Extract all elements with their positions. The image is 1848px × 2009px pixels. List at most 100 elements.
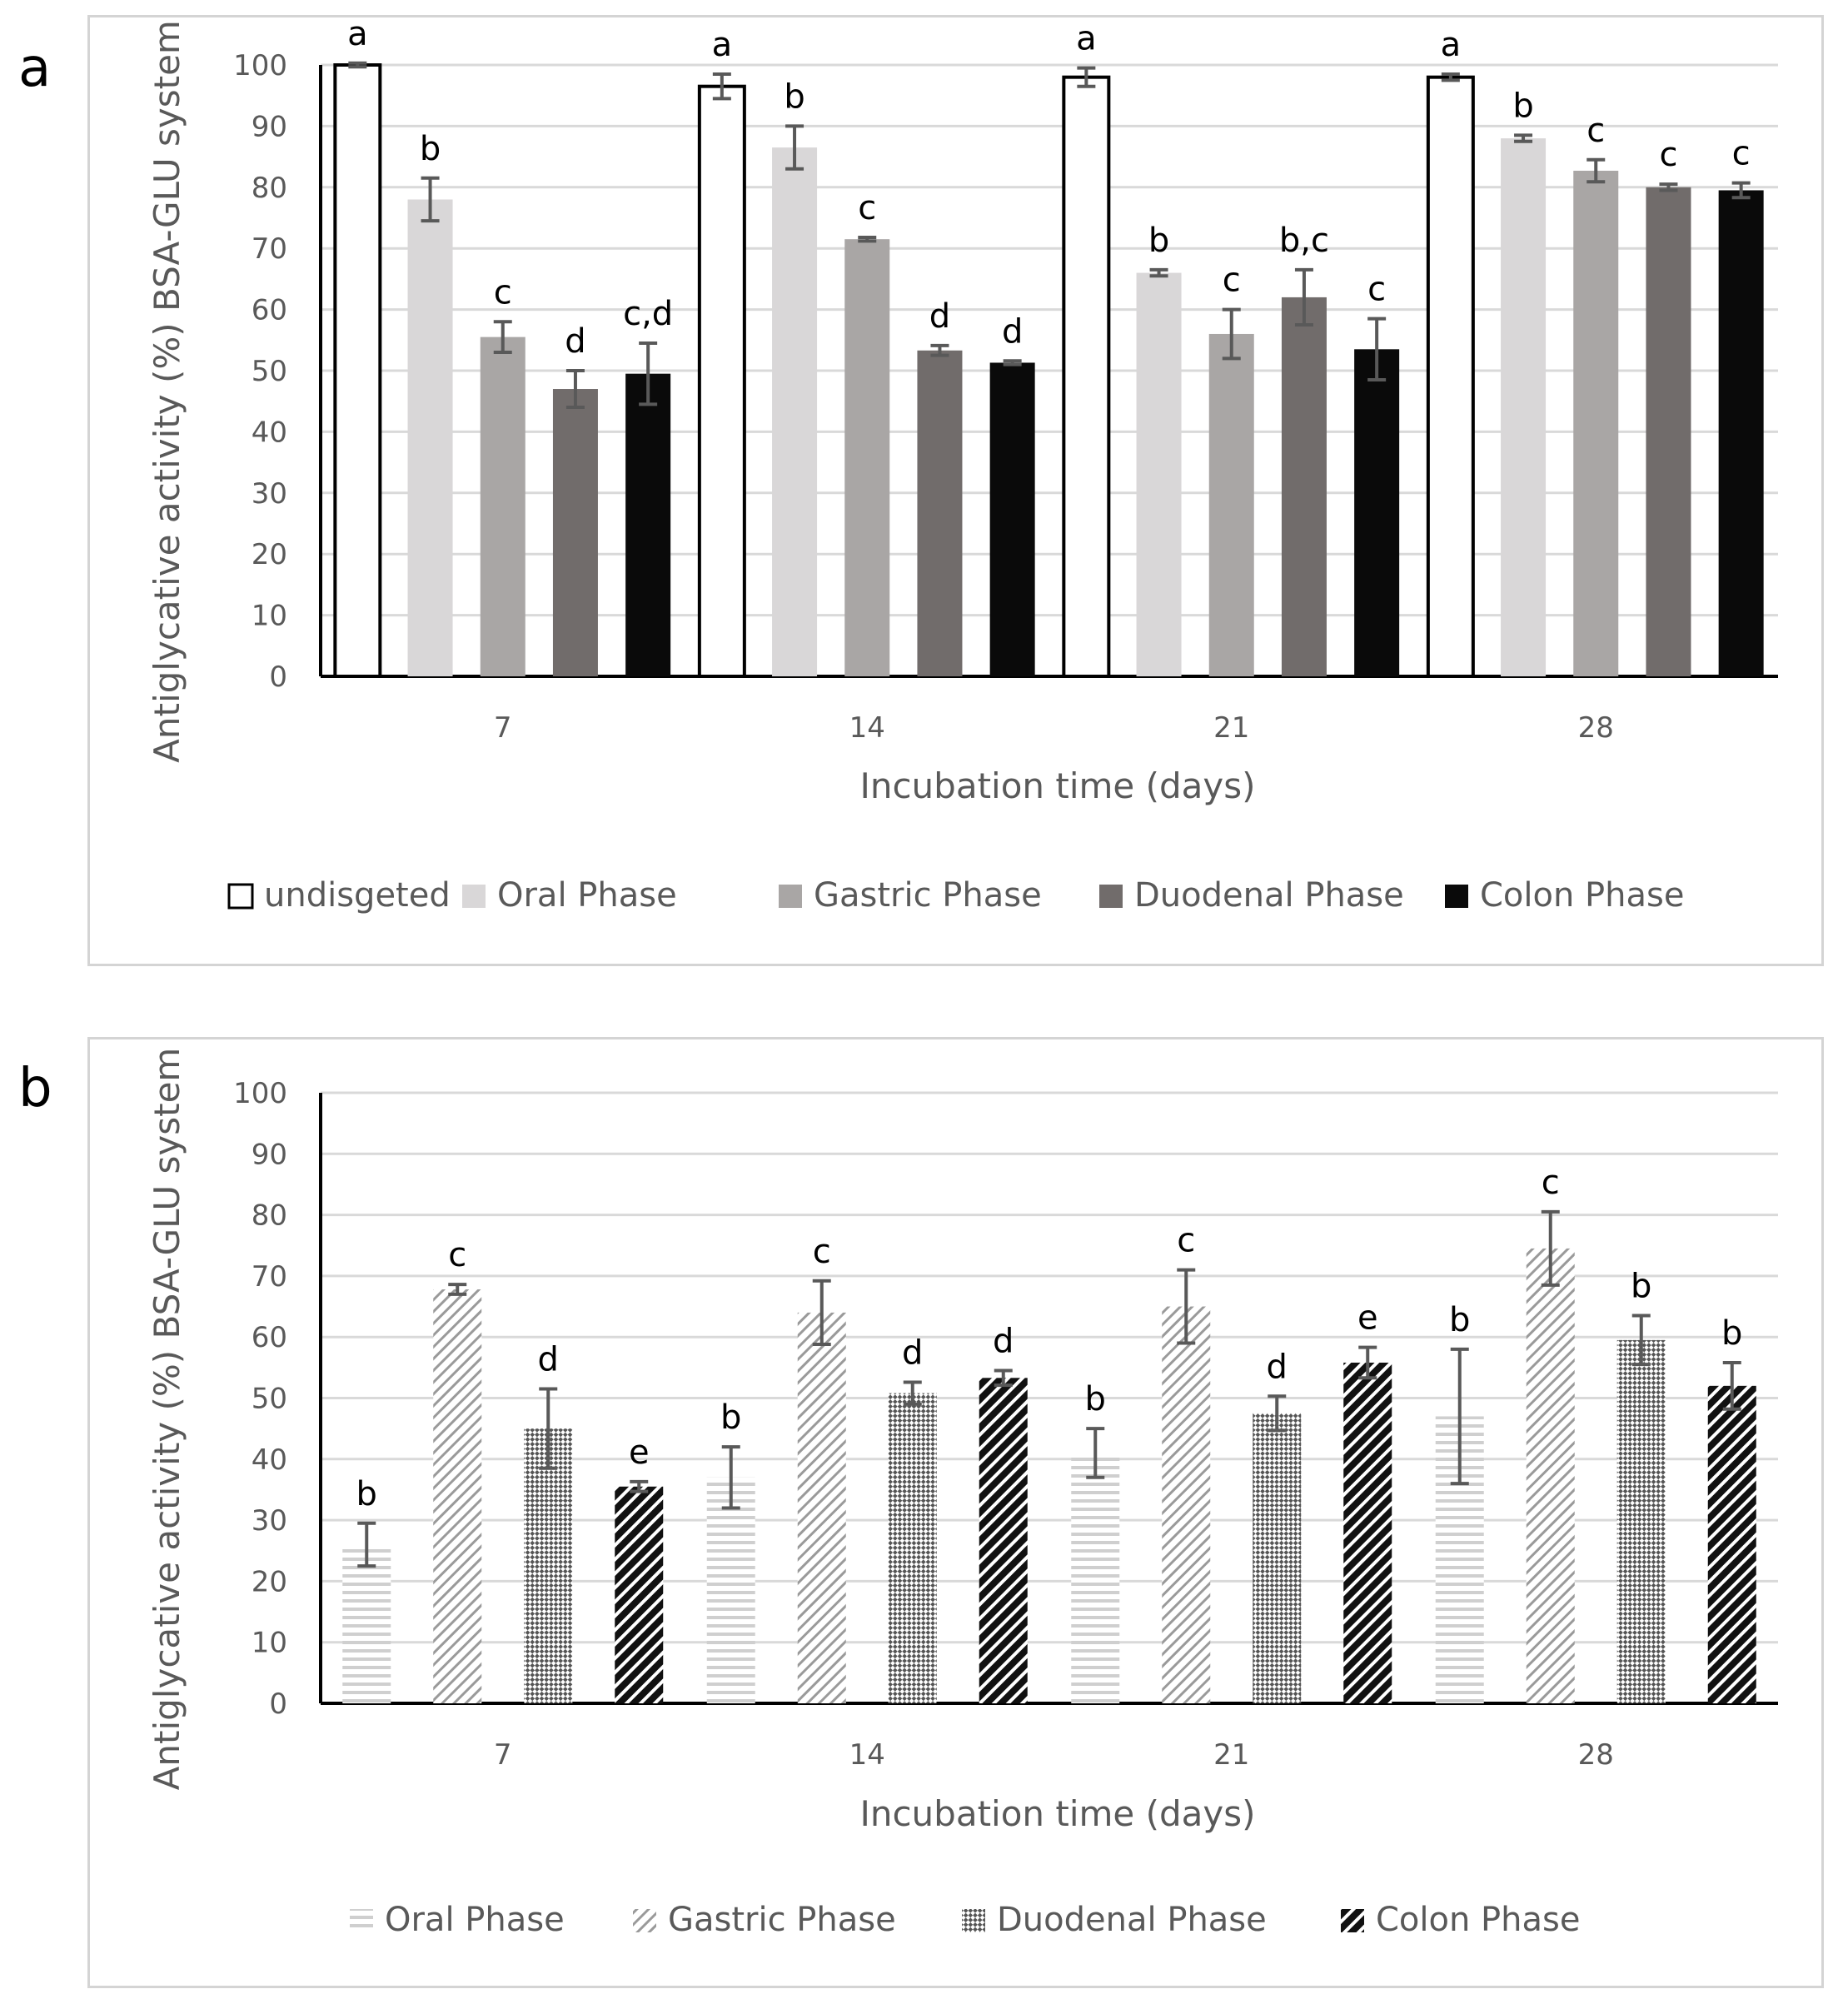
panel-b-letter: b bbox=[18, 1058, 52, 1119]
chart-a-y-tick-label: 90 bbox=[252, 110, 287, 143]
chart-a-significance-label: c bbox=[1367, 271, 1386, 309]
chart-a-significance-label: b bbox=[1148, 222, 1169, 260]
chart-b-bar-gastric-phase bbox=[797, 1312, 846, 1703]
chart-a-y-axis-title: Antiglycative activity (%) BSA-GLU syste… bbox=[147, 20, 187, 763]
chart-b-x-tick-label: 14 bbox=[849, 1738, 885, 1772]
chart-a-legend-label: Colon Phase bbox=[1480, 876, 1685, 915]
chart-b-x-tick-label: 21 bbox=[1213, 1738, 1249, 1772]
chart-b-legend-swatch bbox=[350, 1909, 373, 1932]
chart-a-legend-label: Gastric Phase bbox=[814, 876, 1042, 915]
chart-a-bar-colon-phase bbox=[1354, 349, 1400, 676]
chart-a-y-tick-label: 40 bbox=[252, 416, 287, 449]
chart-a-y-tick-label: 60 bbox=[252, 294, 287, 327]
chart-b-y-tick-label: 80 bbox=[252, 1199, 287, 1233]
chart-a-bar-duodenal-phase bbox=[917, 350, 963, 676]
chart-a-significance-label: c bbox=[1586, 112, 1605, 150]
chart-b-bar-colon-phase bbox=[979, 1378, 1028, 1703]
chart-a-bar-gastric-phase bbox=[480, 336, 526, 676]
chart-b-significance-label: b bbox=[1721, 1314, 1742, 1353]
chart-a-significance-label: c bbox=[1223, 262, 1241, 300]
chart-b-x-axis-title: Incubation time (days) bbox=[859, 1793, 1255, 1834]
chart-b-significance-label: b bbox=[1085, 1380, 1106, 1418]
chart-a-significance-label: a bbox=[1076, 20, 1097, 58]
chart-a-bar-oral-phase bbox=[1501, 138, 1547, 676]
chart-a-significance-label: b bbox=[420, 130, 441, 168]
chart-a-bar-gastric-phase bbox=[844, 239, 890, 676]
chart-b-bar-colon-phase bbox=[615, 1486, 664, 1703]
chart-b-bar-colon-phase bbox=[1343, 1362, 1392, 1703]
chart-a-legend-swatch bbox=[779, 885, 802, 908]
chart-a-x-tick-label: 21 bbox=[1213, 711, 1249, 745]
chart-a-bar-undisgeted bbox=[1426, 75, 1475, 679]
chart-a-significance-label: c bbox=[494, 273, 512, 312]
chart-b-y-tick-label: 60 bbox=[252, 1321, 287, 1354]
chart-a-legend-swatch bbox=[1445, 885, 1468, 908]
chart-a-bar-duodenal-phase bbox=[1281, 297, 1327, 676]
panel-a-letter: a bbox=[18, 37, 52, 99]
chart-a-significance-label: b bbox=[1512, 87, 1533, 125]
chart-b-y-tick-label: 90 bbox=[252, 1138, 287, 1171]
chart-a-significance-label: c bbox=[858, 189, 876, 227]
chart-a-y-tick-label: 10 bbox=[252, 600, 287, 633]
chart-a-significance-label: a bbox=[1441, 26, 1462, 64]
chart-b-significance-label: c bbox=[448, 1236, 466, 1274]
chart-b-legend-swatch bbox=[633, 1909, 656, 1932]
chart-b-legend-swatch bbox=[962, 1909, 985, 1932]
chart-a-significance-label: a bbox=[712, 26, 733, 64]
chart-a-y-tick-label: 0 bbox=[269, 661, 287, 694]
chart-b-bar-oral-phase bbox=[1071, 1453, 1120, 1703]
chart-a-y-tick-label: 80 bbox=[252, 172, 287, 205]
chart-a-legend-label: Oral Phase bbox=[497, 876, 677, 915]
chart-a-significance-label: d bbox=[565, 322, 585, 361]
chart-b-bar-oral-phase bbox=[342, 1544, 391, 1703]
chart-a-legend-swatch bbox=[462, 885, 486, 908]
chart-a-bar-undisgeted bbox=[333, 63, 382, 678]
chart-b-y-tick-label: 100 bbox=[233, 1077, 287, 1110]
chart-b-significance-label: c bbox=[1542, 1164, 1560, 1202]
chart-b-bar-duodenal-phase bbox=[524, 1428, 573, 1703]
chart-a-significance-label: d bbox=[929, 297, 950, 336]
chart-b-significance-label: b bbox=[1449, 1301, 1470, 1339]
chart-b-significance-label: c bbox=[813, 1233, 831, 1271]
chart-a-x-axis-title: Incubation time (days) bbox=[859, 765, 1255, 806]
chart-a-y-tick-label: 50 bbox=[252, 355, 287, 388]
chart-a-bar-duodenal-phase bbox=[552, 389, 598, 676]
chart-b-y-tick-label: 70 bbox=[252, 1260, 287, 1294]
chart-a-legend-label: Duodenal Phase bbox=[1134, 876, 1404, 915]
chart-a-x-tick-label: 14 bbox=[849, 711, 885, 745]
chart-b-significance-label: c bbox=[1177, 1222, 1195, 1260]
chart-a-significance-label: b bbox=[784, 77, 804, 116]
chart-b-y-tick-label: 40 bbox=[252, 1443, 287, 1477]
chart-b-significance-label: b bbox=[1631, 1268, 1651, 1306]
chart-a-bar-oral-phase bbox=[772, 147, 818, 677]
chart-a-y-tick-label: 70 bbox=[252, 232, 287, 266]
chart-b-y-axis-title: Antiglycative activity (%) BSA-GLU syste… bbox=[147, 1048, 187, 1791]
chart-b-legend-label: Oral Phase bbox=[385, 1901, 565, 1939]
chart-a-significance-label: b,c bbox=[1279, 222, 1329, 260]
chart-b-x-tick-label: 28 bbox=[1578, 1738, 1614, 1772]
chart-a-bar-gastric-phase bbox=[1208, 333, 1254, 676]
chart-a-bar-undisgeted bbox=[1062, 75, 1111, 679]
chart-a-bar-gastric-phase bbox=[1573, 170, 1619, 676]
chart-a-legend-label: undisgeted bbox=[264, 876, 451, 915]
chart-a-bar-oral-phase bbox=[1136, 272, 1182, 676]
chart-b-bar-gastric-phase bbox=[1162, 1306, 1211, 1703]
chart-b-significance-label: e bbox=[629, 1433, 650, 1472]
chart-b-bar-gastric-phase bbox=[1526, 1248, 1575, 1703]
chart-b-significance-label: d bbox=[993, 1323, 1014, 1361]
chart-b-significance-label: e bbox=[1357, 1299, 1378, 1338]
chart-a-x-tick-label: 7 bbox=[494, 711, 512, 745]
chart-b-legend-label: Colon Phase bbox=[1376, 1901, 1581, 1939]
chart-b-legend-swatch bbox=[1341, 1909, 1364, 1932]
chart-a-legend-swatch bbox=[1099, 885, 1123, 908]
chart-a-x-tick-label: 28 bbox=[1578, 711, 1614, 745]
chart-b-significance-label: b bbox=[720, 1398, 741, 1437]
chart-a-bar-undisgeted bbox=[697, 84, 746, 678]
chart-b-bar-duodenal-phase bbox=[888, 1393, 937, 1703]
chart-b-x-tick-label: 7 bbox=[494, 1738, 512, 1772]
chart-a-y-tick-label: 100 bbox=[233, 49, 287, 82]
chart-a-bar-colon-phase bbox=[625, 373, 671, 676]
chart-a-significance-label: c bbox=[1659, 136, 1677, 174]
chart-b-y-tick-label: 20 bbox=[252, 1565, 287, 1598]
